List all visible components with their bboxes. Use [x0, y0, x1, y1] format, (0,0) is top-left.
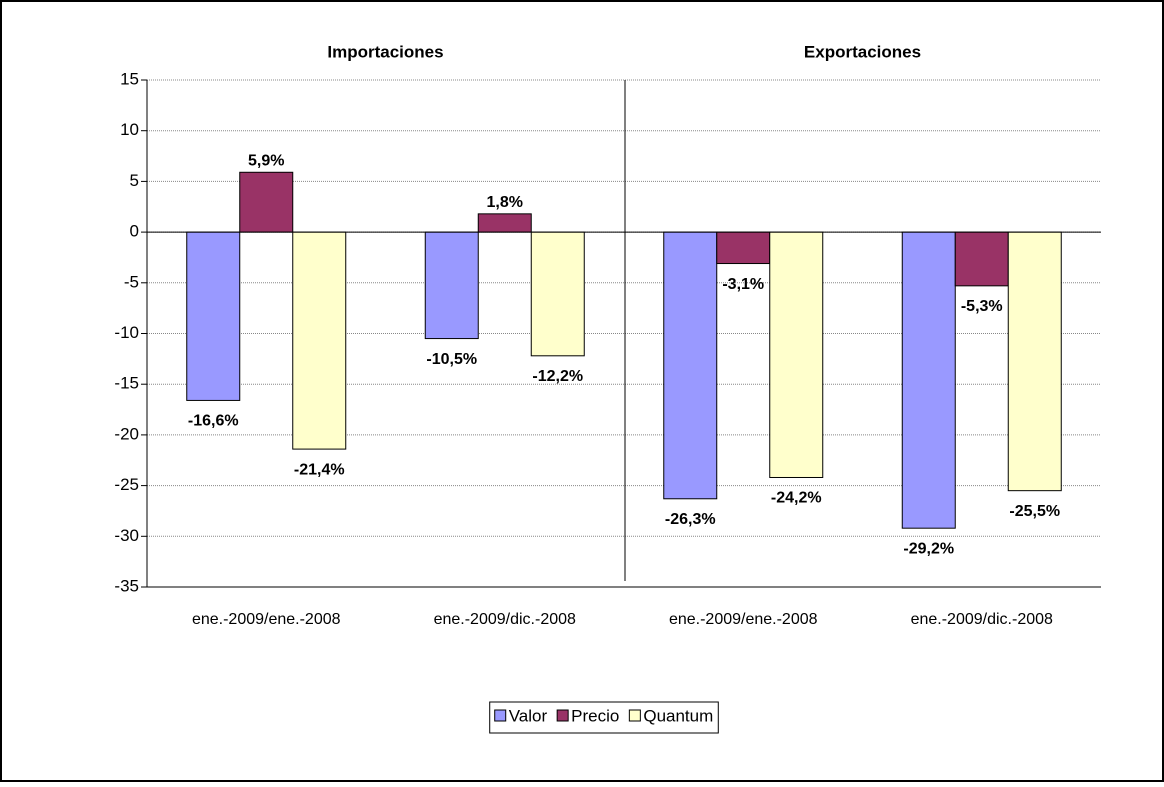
legend-label: Quantum	[643, 706, 713, 725]
bar	[530, 231, 585, 357]
value-label: -26,3%	[665, 511, 716, 528]
legend-swatch	[628, 709, 641, 722]
bar	[901, 231, 956, 529]
y-tick-label: 10	[120, 120, 139, 139]
bar	[954, 231, 1009, 287]
value-label: -24,2%	[771, 490, 822, 507]
bar	[1007, 231, 1062, 492]
bar	[716, 231, 771, 265]
section-title: Exportaciones	[804, 42, 921, 61]
section-title: Importaciones	[327, 42, 443, 61]
value-label: -12,2%	[532, 368, 583, 385]
bar	[424, 231, 479, 340]
value-label: 1,8%	[487, 194, 523, 211]
x-tick-label: ene.-2009/ene.-2008	[669, 611, 818, 628]
legend-swatch	[494, 709, 507, 722]
y-tick-label: -15	[114, 374, 139, 393]
legend-swatch	[556, 709, 569, 722]
value-label: -21,4%	[294, 461, 345, 478]
value-label: -3,1%	[722, 276, 764, 293]
y-tick-label: 5	[130, 171, 139, 190]
value-label: -25,5%	[1009, 503, 1060, 520]
x-tick-label: ene.-2009/dic.-2008	[434, 611, 576, 628]
y-tick-label: -25	[114, 475, 139, 494]
bar	[292, 231, 347, 450]
value-label: -5,3%	[961, 298, 1003, 315]
value-label: -10,5%	[426, 351, 477, 368]
value-label: 5,9%	[248, 152, 284, 169]
legend-box	[489, 701, 719, 734]
y-tick-label: -10	[114, 323, 139, 342]
y-tick-label: 0	[130, 222, 139, 241]
bar	[769, 231, 824, 478]
bar	[477, 213, 532, 233]
bar	[239, 171, 294, 233]
x-tick-label: ene.-2009/dic.-2008	[911, 611, 1053, 628]
legend-label: Precio	[571, 706, 619, 725]
y-tick-label: -20	[114, 424, 139, 443]
bar	[663, 231, 718, 500]
y-tick-label: -30	[114, 526, 139, 545]
value-label: -16,6%	[188, 413, 239, 430]
y-tick-label: -35	[114, 576, 139, 595]
y-tick-label: 15	[120, 69, 139, 88]
legend-label: Valor	[509, 706, 548, 725]
bar	[186, 231, 241, 401]
x-tick-label: ene.-2009/ene.-2008	[192, 611, 341, 628]
y-tick-label: -5	[124, 272, 139, 291]
value-label: -29,2%	[903, 540, 954, 557]
